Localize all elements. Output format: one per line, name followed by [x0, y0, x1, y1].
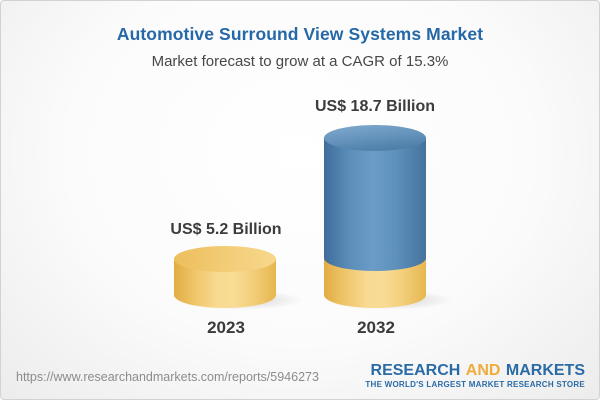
- report-url: https://www.researchandmarkets.com/repor…: [16, 370, 319, 384]
- research-and-markets-logo: RESEARCH AND MARKETS THE WORLD'S LARGEST…: [365, 362, 585, 389]
- value-label-2023: US$ 5.2 Billion: [170, 221, 282, 238]
- logo-wordmark: RESEARCH AND MARKETS: [365, 362, 585, 379]
- logo-word-research: RESEARCH: [370, 362, 461, 379]
- value-label-2032: US$ 18.7 Billion: [314, 98, 436, 115]
- chart-subtitle: Market forecast to grow at a CAGR of 15.…: [151, 53, 449, 70]
- bar-2032-base-segment: [324, 258, 426, 308]
- bar-2032: [324, 125, 426, 308]
- chart-title: Automotive Surround View Systems Market: [116, 24, 484, 44]
- bar-2032-blue-body: [324, 138, 426, 271]
- logo-word-and: AND: [465, 362, 501, 379]
- bar-2032-top-face: [324, 125, 426, 151]
- bar-chart-canvas: [174, 125, 453, 310]
- logo-word-markets: MARKETS: [505, 362, 585, 379]
- bar-2023: [174, 246, 276, 308]
- logo-tagline: THE WORLD'S LARGEST MARKET RESEARCH STOR…: [365, 380, 585, 389]
- axis-label-2032: 2032: [357, 318, 395, 337]
- axis-label-2023: 2023: [207, 318, 245, 337]
